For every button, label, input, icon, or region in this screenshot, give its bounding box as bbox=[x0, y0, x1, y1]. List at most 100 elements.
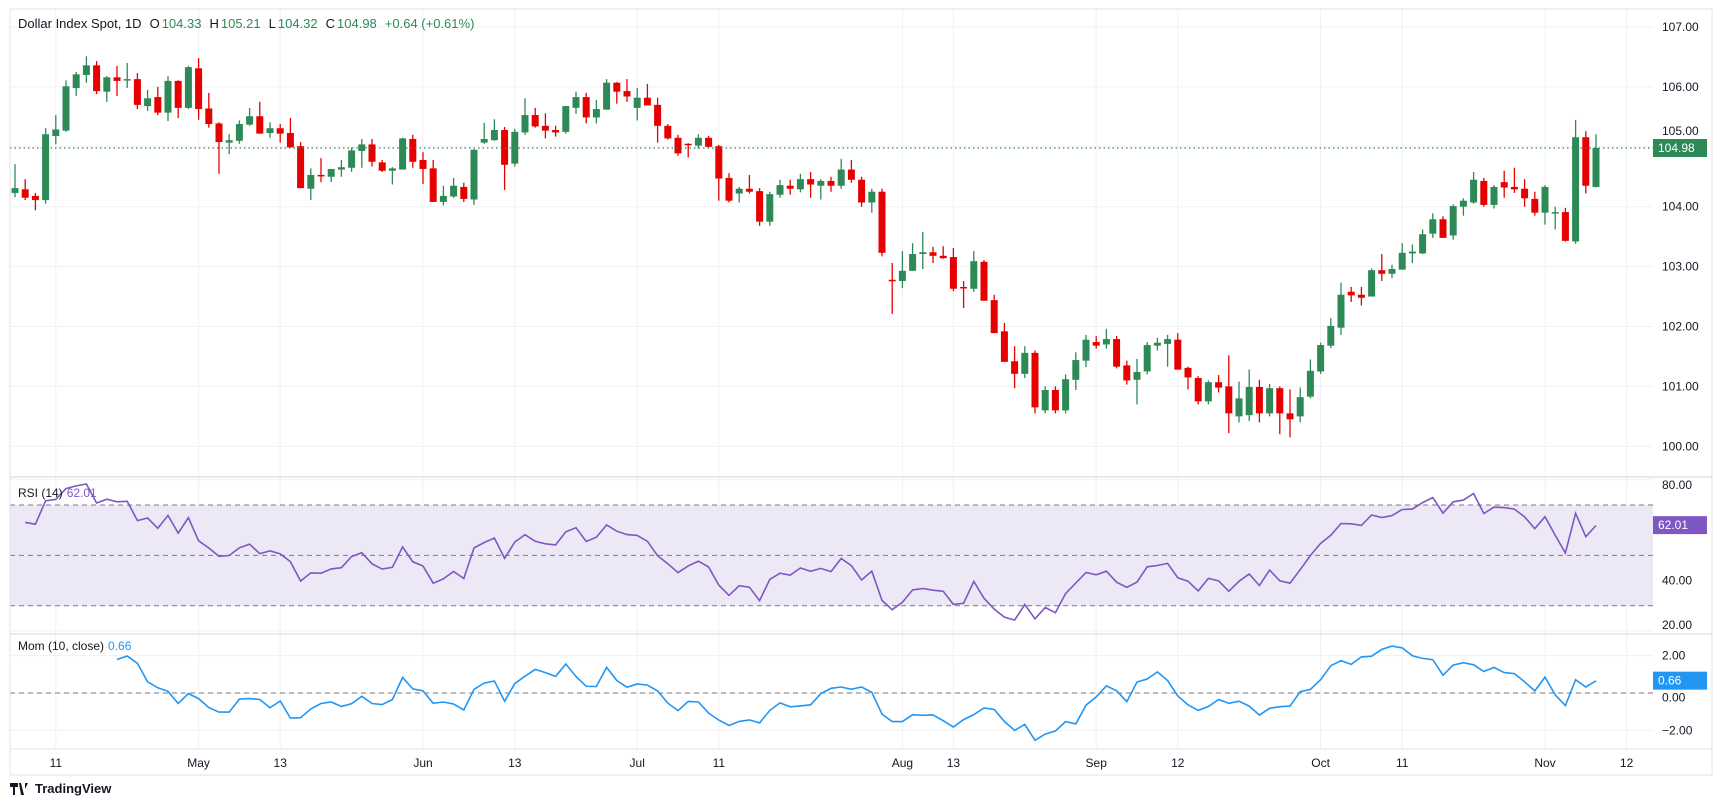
candle bbox=[52, 115, 60, 145]
candle-body bbox=[541, 125, 549, 131]
candle bbox=[603, 79, 611, 110]
candle-body bbox=[1011, 361, 1019, 374]
candle-body bbox=[286, 133, 294, 148]
candle-body bbox=[1225, 386, 1233, 414]
rsi-legend[interactable]: RSI (14) 62.01 bbox=[18, 486, 97, 500]
candle bbox=[1582, 131, 1590, 194]
candle-body bbox=[1592, 147, 1600, 187]
candle-body bbox=[460, 186, 468, 199]
candle-body bbox=[960, 286, 968, 289]
mom-tick-label: 0.00 bbox=[1662, 691, 1686, 705]
candle-body bbox=[980, 261, 988, 301]
candle bbox=[705, 136, 713, 148]
candle bbox=[1092, 336, 1100, 349]
candle bbox=[980, 260, 988, 301]
candle-body bbox=[735, 188, 743, 194]
candle-body bbox=[1327, 325, 1335, 346]
candle bbox=[715, 145, 723, 201]
candle bbox=[256, 101, 264, 134]
rsi-tick-label: 40.00 bbox=[1662, 574, 1692, 588]
candle-body bbox=[786, 185, 794, 189]
time-tick-label: Oct bbox=[1311, 756, 1330, 770]
candle bbox=[1031, 350, 1039, 414]
candle bbox=[1062, 374, 1070, 414]
candle bbox=[1225, 355, 1233, 434]
candle bbox=[184, 65, 192, 110]
time-tick-label: Nov bbox=[1534, 756, 1555, 770]
candle bbox=[1164, 334, 1172, 367]
candle bbox=[939, 246, 947, 259]
candle-body bbox=[664, 125, 672, 139]
candle-body bbox=[31, 195, 39, 201]
candle bbox=[307, 168, 315, 201]
candle bbox=[684, 143, 692, 158]
candle bbox=[409, 134, 417, 168]
candle bbox=[1143, 342, 1151, 375]
candle bbox=[1500, 170, 1508, 198]
candle-body bbox=[195, 68, 203, 110]
candle bbox=[1510, 167, 1518, 193]
candle-body bbox=[327, 168, 335, 177]
candle-body bbox=[1337, 294, 1345, 328]
candle bbox=[847, 159, 855, 183]
candle-body bbox=[164, 80, 172, 113]
candle-body bbox=[623, 91, 631, 97]
price-tick-label: 101.00 bbox=[1662, 379, 1699, 393]
candle-body bbox=[674, 137, 682, 154]
candle-body bbox=[1368, 270, 1376, 297]
candle bbox=[460, 182, 468, 202]
candle-body bbox=[1092, 342, 1100, 346]
chart-header: Dollar Index Spot, 1D O 104.33 H 105.21 L 104.… bbox=[18, 16, 482, 31]
price-tick-label: 106.00 bbox=[1662, 80, 1699, 94]
candle bbox=[613, 82, 621, 104]
candle bbox=[317, 158, 325, 183]
candle-body bbox=[1470, 179, 1478, 203]
candle bbox=[735, 186, 743, 203]
candle-body bbox=[1133, 372, 1141, 380]
candle bbox=[776, 179, 784, 198]
mom-legend[interactable]: Mom (10, close) 0.66 bbox=[18, 639, 131, 653]
candle bbox=[552, 125, 560, 137]
candle bbox=[1204, 380, 1212, 405]
candle bbox=[1041, 386, 1049, 414]
mom-value-tag: 0.66 bbox=[1658, 674, 1682, 688]
mom-value: 0.66 bbox=[108, 639, 132, 653]
candle bbox=[868, 188, 876, 213]
candle bbox=[1490, 185, 1498, 209]
candle bbox=[592, 100, 600, 124]
candle bbox=[348, 147, 356, 172]
candle-body bbox=[82, 65, 90, 75]
candle-body bbox=[1510, 186, 1518, 190]
candle-body bbox=[1235, 398, 1243, 417]
candle bbox=[103, 76, 111, 102]
time-tick-label: 12 bbox=[1620, 756, 1634, 770]
candle bbox=[1194, 376, 1202, 405]
candle-body bbox=[807, 179, 815, 185]
candle bbox=[1245, 369, 1253, 422]
candle-body bbox=[297, 146, 305, 189]
pane-borders bbox=[9, 8, 1713, 776]
candle bbox=[1388, 264, 1396, 278]
candle bbox=[562, 106, 570, 134]
candle bbox=[796, 173, 804, 193]
candle bbox=[1266, 384, 1274, 417]
candle bbox=[144, 89, 152, 111]
time-tick-label: 11 bbox=[50, 756, 63, 770]
high-value: 105.21 bbox=[220, 16, 261, 31]
rsi-title: RSI (14) bbox=[18, 486, 63, 500]
time-tick-label: 13 bbox=[274, 756, 288, 770]
tradingview-logo[interactable]: TradingView bbox=[10, 781, 111, 796]
candle bbox=[1215, 375, 1223, 393]
candle bbox=[215, 122, 223, 174]
candle-body bbox=[1204, 382, 1212, 402]
candle bbox=[633, 88, 641, 121]
candle-body bbox=[1286, 413, 1294, 420]
candle bbox=[276, 124, 284, 143]
candle-body bbox=[949, 257, 957, 289]
candle-body bbox=[419, 159, 427, 169]
candle-body bbox=[266, 128, 274, 134]
open-label: O bbox=[149, 16, 160, 31]
candle bbox=[919, 231, 927, 269]
candle bbox=[1072, 352, 1080, 390]
